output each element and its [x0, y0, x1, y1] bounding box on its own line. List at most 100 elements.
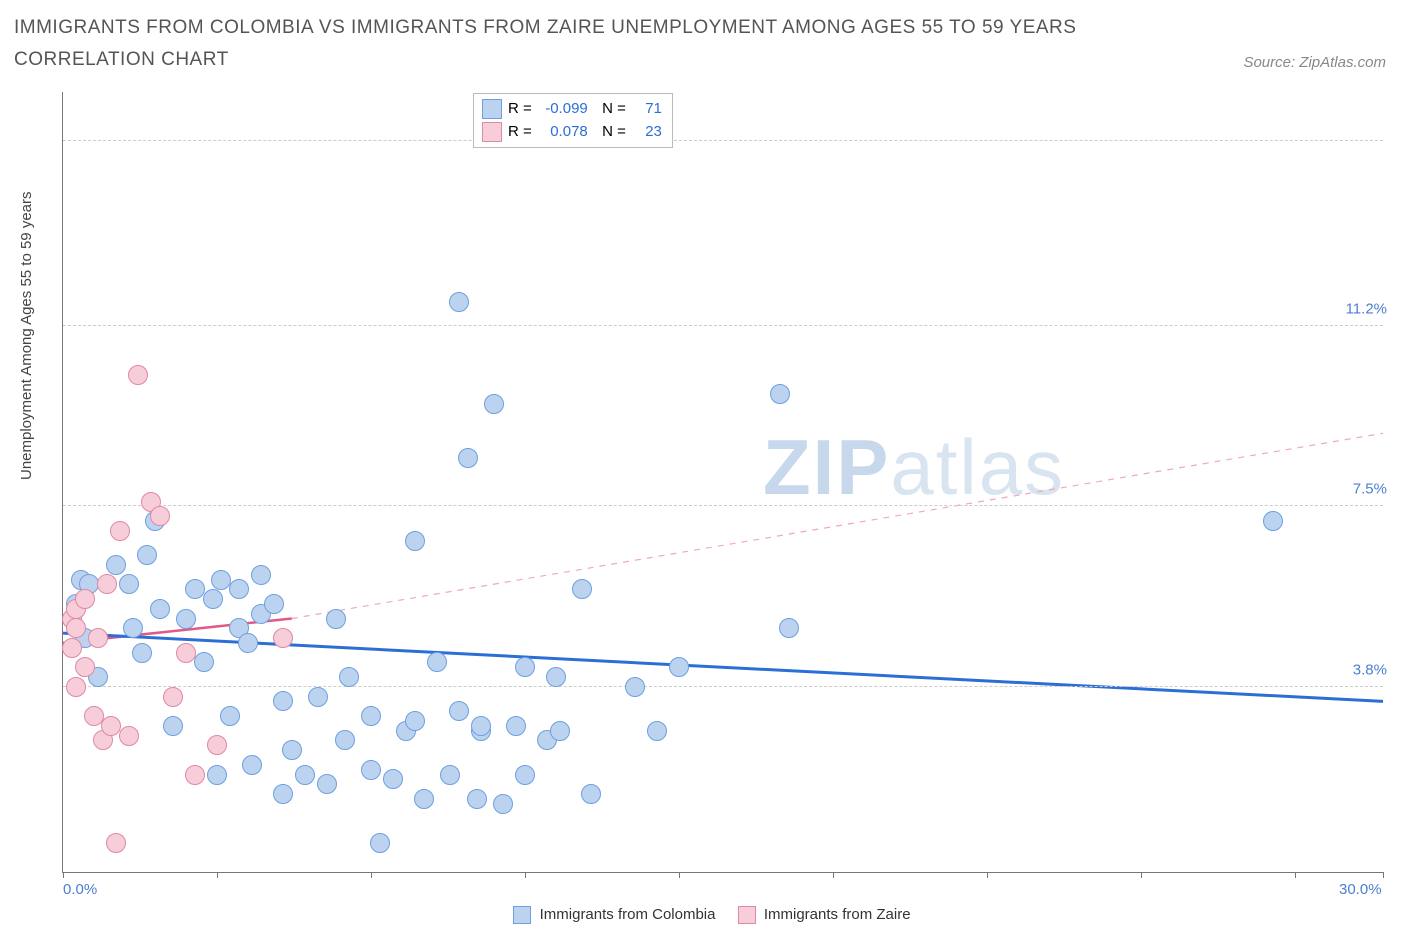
point-colombia [546, 667, 566, 687]
point-colombia [361, 706, 381, 726]
point-colombia [405, 531, 425, 551]
legend-r-value: -0.099 [538, 98, 588, 121]
point-colombia [770, 384, 790, 404]
x-tick [371, 872, 372, 878]
point-colombia [264, 594, 284, 614]
point-colombia [449, 292, 469, 312]
x-tick [63, 872, 64, 878]
x-tick [217, 872, 218, 878]
point-zaire [119, 726, 139, 746]
legend-swatch-zaire [738, 906, 756, 924]
stats-legend-row: R =0.078 N =23 [482, 121, 662, 144]
point-zaire [88, 628, 108, 648]
y-tick-label: 3.8% [1349, 661, 1387, 678]
point-colombia [515, 765, 535, 785]
trend-line [292, 433, 1383, 618]
point-zaire [110, 521, 130, 541]
trend-line [63, 633, 1383, 701]
point-colombia [427, 652, 447, 672]
point-colombia [317, 774, 337, 794]
point-zaire [106, 833, 126, 853]
x-tick [679, 872, 680, 878]
point-zaire [66, 677, 86, 697]
point-zaire [150, 506, 170, 526]
trend-lines-layer [63, 92, 1383, 872]
x-tick-label: 30.0% [1339, 881, 1382, 898]
point-colombia [242, 755, 262, 775]
point-colombia [361, 760, 381, 780]
point-colombia [238, 633, 258, 653]
point-zaire [273, 628, 293, 648]
legend-r-label: R = [508, 98, 532, 121]
point-colombia [229, 579, 249, 599]
point-colombia [440, 765, 460, 785]
x-tick [833, 872, 834, 878]
gridline [63, 325, 1383, 326]
point-zaire [128, 365, 148, 385]
legend-n-label: N = [594, 98, 626, 121]
x-tick-label: 0.0% [63, 881, 97, 898]
legend-n-label: N = [594, 121, 626, 144]
point-colombia [203, 589, 223, 609]
point-colombia [326, 609, 346, 629]
point-colombia [132, 643, 152, 663]
y-tick-label: 7.5% [1349, 481, 1387, 498]
point-zaire [66, 618, 86, 638]
point-colombia [458, 448, 478, 468]
point-colombia [370, 833, 390, 853]
point-colombia [282, 740, 302, 760]
point-colombia [106, 555, 126, 575]
point-colombia [273, 691, 293, 711]
point-colombia [150, 599, 170, 619]
point-colombia [493, 794, 513, 814]
point-zaire [207, 735, 227, 755]
x-tick [1141, 872, 1142, 878]
y-axis-title: Unemployment Among Ages 55 to 59 years [18, 191, 35, 480]
point-colombia [779, 618, 799, 638]
point-colombia [194, 652, 214, 672]
point-colombia [471, 716, 491, 736]
point-zaire [62, 638, 82, 658]
point-colombia [339, 667, 359, 687]
point-colombia [176, 609, 196, 629]
legend-label-zaire: Immigrants from Zaire [764, 906, 911, 923]
point-colombia [123, 618, 143, 638]
x-tick [987, 872, 988, 878]
x-tick [1295, 872, 1296, 878]
chart-title: IMMIGRANTS FROM COLOMBIA VS IMMIGRANTS F… [14, 12, 1206, 77]
point-zaire [163, 687, 183, 707]
point-colombia [335, 730, 355, 750]
point-colombia [581, 784, 601, 804]
point-zaire [75, 657, 95, 677]
point-zaire [185, 765, 205, 785]
point-colombia [550, 721, 570, 741]
scatter-plot: ZIPatlas 3.8%7.5%11.2%0.0%30.0%R =-0.099… [62, 92, 1383, 873]
legend-n-value: 71 [632, 98, 662, 121]
point-colombia [572, 579, 592, 599]
legend-swatch-colombia [513, 906, 531, 924]
watermark-atlas: atlas [890, 423, 1065, 511]
gridline [63, 686, 1383, 687]
point-colombia [119, 574, 139, 594]
gridline [63, 140, 1383, 141]
point-colombia [405, 711, 425, 731]
bottom-legend: Immigrants from Colombia Immigrants from… [0, 906, 1406, 924]
point-colombia [273, 784, 293, 804]
x-tick [525, 872, 526, 878]
source-credit: Source: ZipAtlas.com [1243, 54, 1386, 71]
point-colombia [484, 394, 504, 414]
point-colombia [207, 765, 227, 785]
legend-r-label: R = [508, 121, 532, 144]
point-zaire [97, 574, 117, 594]
point-colombia [220, 706, 240, 726]
point-colombia [414, 789, 434, 809]
legend-swatch [482, 122, 502, 142]
legend-r-value: 0.078 [538, 121, 588, 144]
gridline [63, 505, 1383, 506]
point-colombia [467, 789, 487, 809]
point-colombia [251, 565, 271, 585]
x-tick [1383, 872, 1384, 878]
point-colombia [308, 687, 328, 707]
legend-swatch [482, 99, 502, 119]
y-tick-label: 11.2% [1342, 301, 1387, 318]
